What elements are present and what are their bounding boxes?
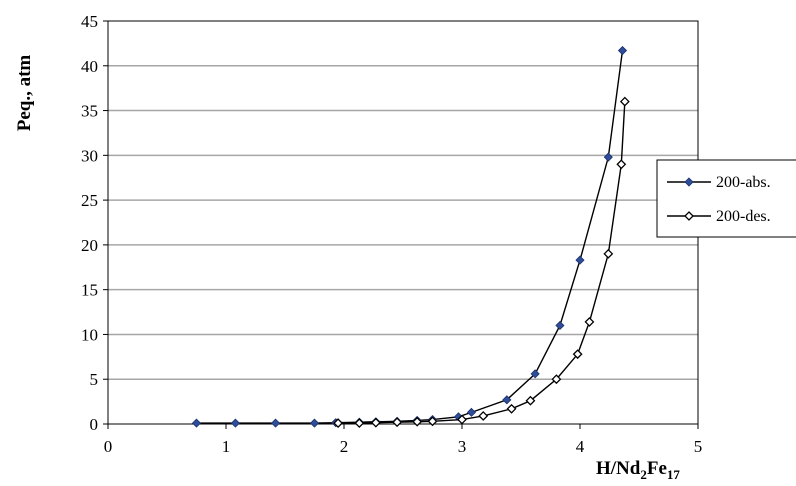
y-tick-label: 30 bbox=[81, 146, 98, 165]
data-point bbox=[392, 417, 403, 428]
series-line bbox=[196, 50, 624, 424]
y-tick-label: 45 bbox=[81, 12, 98, 31]
legend-entry: 200-des. bbox=[667, 208, 771, 225]
data-point bbox=[525, 395, 536, 406]
data-point bbox=[603, 248, 614, 259]
data-point bbox=[619, 96, 630, 107]
y-tick-label: 15 bbox=[81, 281, 98, 300]
data-point bbox=[572, 349, 583, 360]
data-point bbox=[555, 320, 565, 331]
y-tick-label: 0 bbox=[90, 415, 99, 434]
data-point bbox=[617, 45, 628, 56]
data-point bbox=[270, 418, 281, 428]
plot-frame bbox=[107, 20, 699, 425]
x-tick-label: 5 bbox=[694, 437, 703, 456]
data-point bbox=[230, 418, 241, 428]
data-point bbox=[530, 369, 540, 379]
series-line bbox=[338, 101, 626, 424]
series-1 bbox=[333, 96, 630, 429]
data-point bbox=[616, 159, 627, 170]
x-tick-label: 4 bbox=[576, 437, 585, 456]
x-tick-label: 0 bbox=[104, 437, 113, 456]
data-point bbox=[575, 255, 585, 265]
legend-entries: 200-abs. 200-des. bbox=[667, 174, 771, 225]
x-tick-label: 1 bbox=[222, 437, 231, 456]
x-axis-title-sub1: 2 bbox=[640, 467, 647, 482]
data-point bbox=[551, 374, 562, 385]
data-point bbox=[603, 152, 613, 162]
y-axis-title: Peq., atm bbox=[14, 55, 35, 132]
x-tick-label: 3 bbox=[458, 437, 467, 456]
y-tick-label: 20 bbox=[81, 236, 98, 255]
data-point bbox=[457, 414, 467, 425]
data-point bbox=[412, 416, 423, 427]
y-tick-label: 10 bbox=[81, 325, 98, 344]
legend-marker bbox=[684, 177, 694, 187]
data-point bbox=[502, 395, 512, 405]
legend-label: 200-abs. bbox=[716, 174, 771, 191]
legend-entry: 200-abs. bbox=[667, 174, 771, 191]
y-axis-ticks: 0 5 10 15 20 25 30 35 40 45 bbox=[81, 12, 108, 434]
grid-lines bbox=[108, 65, 698, 380]
y-tick-label: 5 bbox=[90, 370, 99, 389]
data-point bbox=[506, 403, 517, 414]
data-point bbox=[466, 407, 477, 417]
data-point bbox=[354, 418, 365, 429]
x-axis-title-main: H/Nd bbox=[596, 458, 641, 479]
series-0 bbox=[191, 45, 628, 428]
legend: 200-abs. 200-des. bbox=[656, 159, 796, 238]
series-layer bbox=[191, 45, 630, 429]
data-point bbox=[584, 316, 595, 327]
legend-marker bbox=[684, 211, 694, 221]
data-point bbox=[478, 411, 489, 421]
data-point bbox=[333, 418, 344, 429]
y-tick-label: 25 bbox=[81, 191, 98, 210]
x-axis-ticks: 0 1 2 3 4 5 bbox=[104, 424, 703, 456]
data-point bbox=[191, 418, 202, 428]
data-point bbox=[309, 418, 320, 428]
data-point bbox=[427, 416, 438, 427]
x-axis-title: H/Nd2Fe17 bbox=[596, 458, 680, 482]
y-tick-label: 40 bbox=[81, 57, 98, 76]
x-tick-label: 2 bbox=[340, 437, 349, 456]
data-point bbox=[370, 417, 381, 428]
legend-label: 200-des. bbox=[716, 208, 771, 225]
x-axis-title-mid: Fe bbox=[647, 458, 667, 479]
legend-box bbox=[656, 159, 796, 238]
x-axis-title-sub2: 17 bbox=[667, 467, 681, 482]
y-tick-label: 35 bbox=[81, 102, 98, 121]
